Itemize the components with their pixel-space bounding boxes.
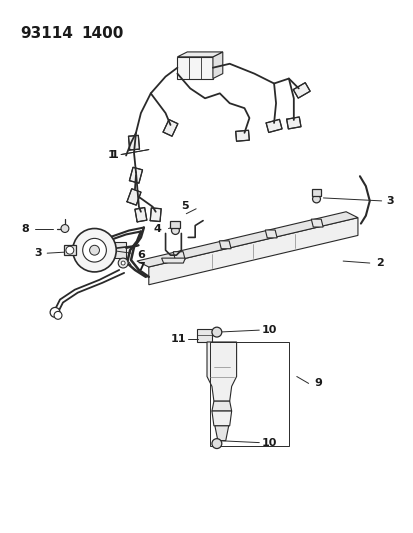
Polygon shape — [148, 217, 357, 285]
Polygon shape — [150, 208, 161, 222]
Circle shape — [171, 227, 179, 235]
Circle shape — [118, 258, 128, 268]
Polygon shape — [265, 230, 276, 238]
Polygon shape — [219, 241, 230, 249]
Polygon shape — [135, 207, 147, 222]
Circle shape — [61, 224, 69, 232]
Bar — [64, 245, 76, 255]
Circle shape — [73, 229, 116, 272]
Text: 9: 9 — [314, 378, 322, 389]
Polygon shape — [292, 83, 309, 98]
Polygon shape — [211, 411, 231, 426]
Polygon shape — [177, 52, 222, 57]
Polygon shape — [197, 329, 211, 342]
Polygon shape — [173, 252, 185, 260]
Polygon shape — [177, 57, 212, 78]
Text: 4: 4 — [153, 223, 161, 233]
Polygon shape — [286, 117, 300, 129]
Polygon shape — [211, 401, 231, 411]
Polygon shape — [128, 135, 139, 150]
Text: 1: 1 — [110, 150, 118, 159]
Text: 11: 11 — [170, 334, 186, 344]
Circle shape — [211, 327, 221, 337]
Circle shape — [50, 308, 60, 317]
Circle shape — [80, 247, 89, 257]
Polygon shape — [163, 119, 178, 136]
Polygon shape — [161, 258, 185, 263]
Text: 3: 3 — [34, 248, 42, 258]
Text: 10: 10 — [261, 325, 276, 335]
Bar — [209, 342, 288, 446]
Bar — [170, 221, 180, 228]
Circle shape — [89, 245, 99, 255]
Polygon shape — [235, 130, 249, 141]
Circle shape — [211, 439, 221, 449]
Text: 1: 1 — [107, 150, 115, 159]
Polygon shape — [127, 189, 141, 205]
Text: 3: 3 — [386, 196, 393, 206]
Circle shape — [83, 238, 106, 262]
Text: 6: 6 — [137, 250, 145, 260]
Polygon shape — [114, 243, 126, 258]
Text: 8: 8 — [21, 223, 29, 233]
Bar — [311, 189, 320, 196]
Circle shape — [312, 195, 320, 203]
Polygon shape — [212, 52, 222, 78]
Text: 1400: 1400 — [81, 26, 124, 41]
Polygon shape — [214, 426, 228, 441]
Circle shape — [54, 311, 62, 319]
Text: 10: 10 — [261, 438, 276, 448]
Polygon shape — [311, 219, 323, 227]
Text: 2: 2 — [375, 258, 382, 268]
Polygon shape — [206, 342, 236, 401]
Polygon shape — [266, 119, 281, 133]
Polygon shape — [137, 212, 357, 267]
Circle shape — [66, 246, 74, 254]
Text: 5: 5 — [181, 201, 189, 211]
Circle shape — [121, 261, 125, 265]
Text: 93114: 93114 — [21, 26, 73, 41]
Text: 7: 7 — [137, 262, 145, 272]
Polygon shape — [129, 167, 142, 183]
Circle shape — [90, 256, 98, 264]
